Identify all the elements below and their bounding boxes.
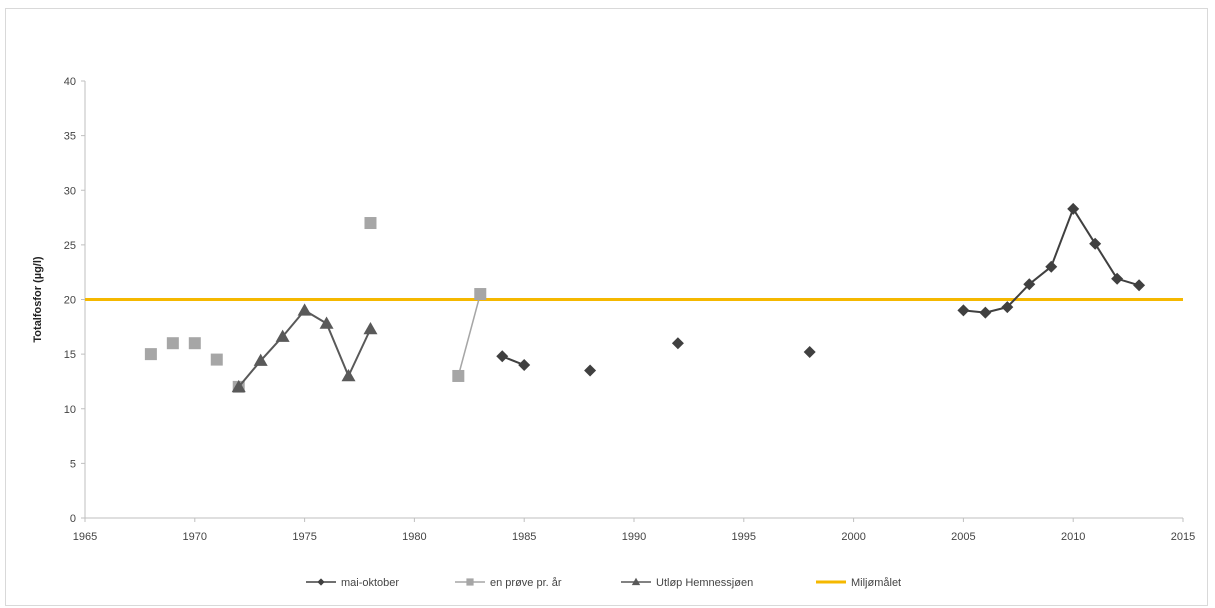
y-tick-label: 10 [64, 404, 76, 416]
legend-label-milj-ma-let: Miljømålet [851, 577, 901, 589]
data-point-mai-oktober [1045, 260, 1058, 273]
data-point-mai-oktober [803, 345, 816, 358]
x-tick-label: 1965 [73, 531, 97, 543]
data-point-mai-oktober [1133, 279, 1146, 292]
legend-marker-utl-p-hemnessj-en [631, 577, 641, 586]
series-line-en-pr-ve-pr-a-r [457, 293, 482, 377]
data-point-utl-p-hemnessj-en [253, 353, 268, 366]
chart-svg: 0 5 10 15 20 25 30 35 40 1965 1970 1975 1980 1985 1990… [32, 76, 1195, 589]
x-tick-label: 2015 [1171, 531, 1195, 543]
legend-item-en-pr-ve-pr-a-r: en prøve pr. år [455, 577, 562, 589]
data-point-mai-oktober [1111, 272, 1124, 285]
x-tick-label: 1970 [183, 531, 207, 543]
data-point-en-pr-ve-pr-a-r [166, 337, 179, 350]
y-tick-label: 0 [70, 513, 76, 525]
legend-label-utl-p-hemnessj-en: Utløp Hemnessjøen [656, 577, 753, 589]
y-axis-title: Totalfosfor (µg/l) [32, 256, 44, 343]
legend-label-en-pr-ve-pr-a-r: en prøve pr. år [490, 577, 562, 589]
legend-item-milj-ma-let: Miljømålet [816, 577, 901, 589]
legend-item-utl-p-hemnessj-en: Utløp Hemnessjøen [621, 577, 753, 589]
legend: mai-oktober en prøve pr. år Utløp Hemnessj… [306, 577, 901, 589]
legend-item-mai-oktober: mai-oktober [306, 577, 399, 589]
data-point-mai-oktober [1001, 301, 1014, 314]
series-group [144, 202, 1146, 393]
y-tick-label: 40 [64, 76, 76, 88]
x-tick-label: 1990 [622, 531, 646, 543]
data-point-mai-oktober [584, 364, 597, 377]
legend-marker-en-pr-ve-pr-a-r [466, 578, 474, 586]
series-mai-oktober [496, 202, 1146, 377]
data-point-utl-p-hemnessj-en [297, 303, 312, 316]
data-point-mai-oktober [671, 337, 684, 350]
data-point-mai-oktober [1023, 278, 1036, 291]
x-tick-label: 2000 [841, 531, 865, 543]
data-point-en-pr-ve-pr-a-r [452, 369, 465, 382]
data-point-en-pr-ve-pr-a-r [210, 353, 223, 366]
x-tick-label: 1995 [732, 531, 756, 543]
data-point-mai-oktober [1067, 202, 1080, 215]
data-point-utl-p-hemnessj-en [319, 316, 334, 329]
data-point-utl-p-hemnessj-en [341, 368, 356, 382]
x-tick-label: 2005 [951, 531, 975, 543]
legend-marker-mai-oktober [317, 578, 325, 586]
series-utl-p-hemnessj-en [231, 303, 378, 393]
series-line-mai-oktober [963, 207, 1140, 314]
series-en-pr-ve-pr-a-r [144, 217, 487, 393]
x-tick-label: 1980 [402, 531, 426, 543]
data-point-mai-oktober [979, 306, 992, 319]
y-tick-label: 20 [64, 295, 76, 307]
y-tick-label: 5 [70, 458, 76, 470]
data-point-mai-oktober [518, 359, 531, 372]
y-tick-label: 15 [64, 349, 76, 361]
data-point-mai-oktober [496, 350, 509, 363]
data-point-utl-p-hemnessj-en [275, 329, 290, 342]
data-point-utl-p-hemnessj-en [231, 379, 246, 393]
y-tick-label: 30 [64, 185, 76, 197]
data-point-en-pr-ve-pr-a-r [474, 288, 487, 301]
data-point-en-pr-ve-pr-a-r [188, 337, 201, 350]
y-tick-label: 25 [64, 240, 76, 252]
data-point-mai-oktober [1089, 237, 1102, 250]
chart-frame: 0 5 10 15 20 25 30 35 40 1965 1970 1975 1980 1985 1990… [5, 8, 1208, 606]
data-point-en-pr-ve-pr-a-r [144, 348, 157, 361]
data-point-utl-p-hemnessj-en [363, 321, 378, 335]
x-tick-label: 2010 [1061, 531, 1085, 543]
x-tick-label: 1975 [292, 531, 316, 543]
y-tick-label: 35 [64, 131, 76, 143]
data-point-mai-oktober [957, 304, 970, 317]
data-point-en-pr-ve-pr-a-r [364, 217, 377, 230]
axes: 0 5 10 15 20 25 30 35 40 1965 1970 1975 1980 1985 1990… [32, 76, 1195, 543]
legend-label-mai-oktober: mai-oktober [341, 577, 399, 589]
x-tick-label: 1985 [512, 531, 536, 543]
